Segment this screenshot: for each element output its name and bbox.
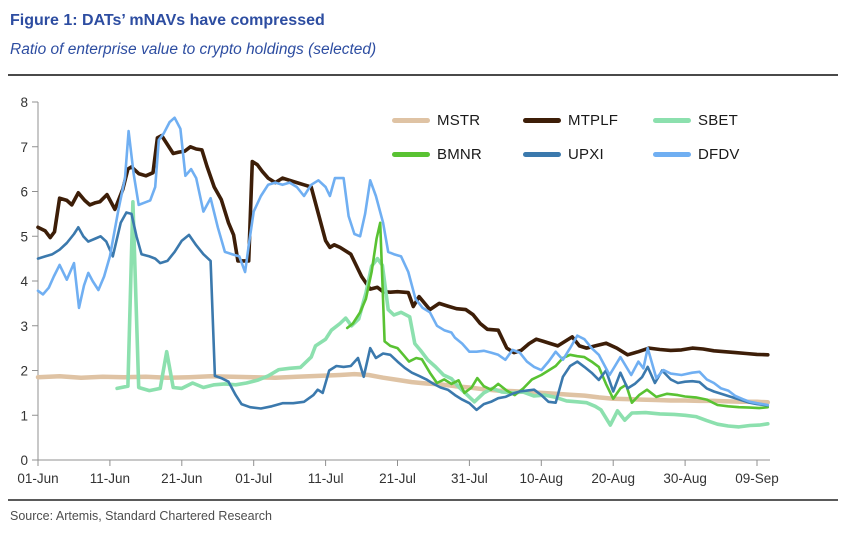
figure-subtitle: Ratio of enterprise value to crypto hold… xyxy=(10,41,377,58)
bottom-rule xyxy=(8,499,838,501)
y-tick-label: 4 xyxy=(20,274,28,289)
legend-label-dfdv: DFDV xyxy=(698,146,740,163)
x-tick-label: 01-Jun xyxy=(17,471,58,486)
legend-item-upxi: UPXI xyxy=(523,146,604,163)
y-tick-label: 6 xyxy=(20,185,28,200)
legend-item-mtplf: MTPLF xyxy=(523,112,618,129)
x-tick-label: 21-Jun xyxy=(161,471,202,486)
legend-label-sbet: SBET xyxy=(698,112,738,129)
legend-item-mstr: MSTR xyxy=(392,112,480,129)
x-tick-label: 21-Jul xyxy=(379,471,416,486)
y-tick-label: 3 xyxy=(20,319,28,334)
y-tick-label: 1 xyxy=(20,408,28,423)
legend-item-bmnr: BMNR xyxy=(392,146,482,163)
x-tick-label: 09-Sep xyxy=(735,471,779,486)
y-tick-label: 8 xyxy=(20,95,28,110)
series-line-sbet xyxy=(115,200,770,429)
top-rule xyxy=(8,74,838,76)
x-tick-label: 11-Jun xyxy=(90,471,130,486)
legend-swatch-bmnr xyxy=(392,152,430,157)
y-tick-label: 2 xyxy=(20,364,28,379)
x-tick-label: 31-Jul xyxy=(451,471,488,486)
legend-label-mtplf: MTPLF xyxy=(568,112,619,129)
series-line-dfdv xyxy=(36,116,770,407)
legend-swatch-upxi xyxy=(523,152,561,157)
series-line-mtplf xyxy=(36,133,770,357)
series-line-upxi xyxy=(36,211,770,412)
y-tick-label: 0 xyxy=(20,453,28,468)
legend-label-mstr: MSTR xyxy=(437,112,481,129)
y-tick-label: 7 xyxy=(20,140,28,155)
legend-label-bmnr: BMNR xyxy=(437,146,482,163)
x-tick-label: 10-Aug xyxy=(520,471,564,486)
series-line-bmnr xyxy=(345,221,770,410)
legend-swatch-sbet xyxy=(653,118,691,123)
figure-title: Figure 1: DATs’ mNAVs have compressed xyxy=(10,12,325,29)
series-line-mstr xyxy=(35,371,771,405)
legend-label-upxi: UPXI xyxy=(568,146,604,163)
legend-swatch-dfdv xyxy=(653,152,691,157)
legend-item-dfdv: DFDV xyxy=(653,146,740,163)
x-tick-label: 11-Jul xyxy=(308,471,344,486)
x-tick-label: 20-Aug xyxy=(591,471,635,486)
legend-item-sbet: SBET xyxy=(653,112,738,129)
legend-swatch-mtplf xyxy=(523,118,561,123)
x-tick-label: 30-Aug xyxy=(663,471,707,486)
legend-swatch-mstr xyxy=(392,118,430,123)
x-tick-label: 01-Jul xyxy=(235,471,272,486)
y-tick-label: 5 xyxy=(20,229,28,244)
source-note: Source: Artemis, Standard Chartered Rese… xyxy=(10,509,272,523)
